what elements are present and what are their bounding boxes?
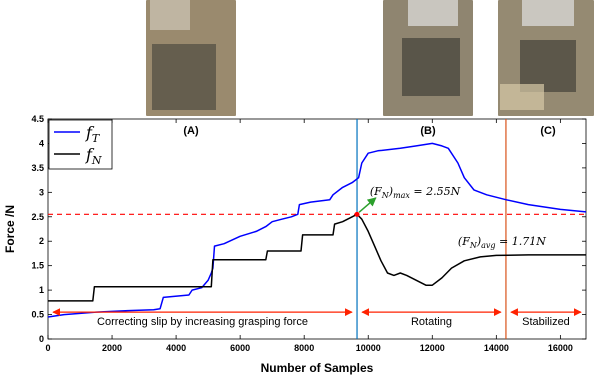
series-ft-line [47,142,587,318]
x-tick-label: 10000 [356,343,381,353]
x-tick-label: 4000 [166,343,186,353]
y-tick-label: 3 [39,187,44,197]
photo-b-label: (B) [420,125,436,137]
legend: fT fN [48,119,113,170]
series-fn-line [48,213,586,302]
series-layer [47,142,587,318]
y-axis-title: Force /N [3,205,17,253]
y-tick-label: 4.5 [31,114,44,124]
y-tick-label: 4 [39,138,44,148]
avg-force-annotation: (FN)avg = 1.71N [458,235,546,250]
x-tick-label: 12000 [420,343,445,353]
phase-layer: Correcting slip by increasing grasping f… [52,308,582,328]
max-force-annotation: (FN)max = 2.55N [370,185,461,200]
axes-frame [47,118,587,340]
photo-c-label: (C) [540,125,556,137]
x-tick-label: 16000 [548,343,573,353]
phase-label: Correcting slip by increasing grasping f… [97,316,308,328]
reference-layer [48,119,586,339]
photo-a: (A) [146,0,236,137]
photo-a-label: (A) [183,125,199,137]
x-tick-label: 0 [45,343,50,353]
photo-b: (B) [383,0,473,137]
x-tick-label: 14000 [484,343,509,353]
legend-label-ft: fT [85,123,101,145]
x-tick-label: 6000 [230,343,250,353]
y-tick-label: 2.5 [31,212,44,222]
x-tick-label: 2000 [102,343,122,353]
x-axis-title: Number of Samples [261,361,374,375]
y-tick-label: 1 [39,285,44,295]
y-tick-label: 0.5 [31,310,44,320]
x-tick-label: 8000 [294,343,314,353]
y-tick-label: 1.5 [31,261,44,271]
annotation-layer: (FN)max = 2.55N (FN)avg = 1.71N [358,185,546,250]
phase-label: Stabilized [522,316,570,328]
legend-box [48,119,113,170]
y-tick-label: 0 [39,334,44,344]
max-annotation-arrow [358,197,377,213]
max-force-marker [354,211,360,217]
plot-area: 0 2000 4000 6000 8000 10000 12000 14000 16000 0 0.… [31,114,587,353]
phase-label: Rotating [411,316,452,328]
ticks: 0 2000 4000 6000 8000 10000 12000 14000 16000 0 0.… [31,114,586,353]
y-tick-label: 2 [39,236,44,246]
y-tick-label: 3.5 [31,163,44,173]
legend-label-fn: fN [85,145,102,167]
photo-c: (C) [498,0,594,137]
